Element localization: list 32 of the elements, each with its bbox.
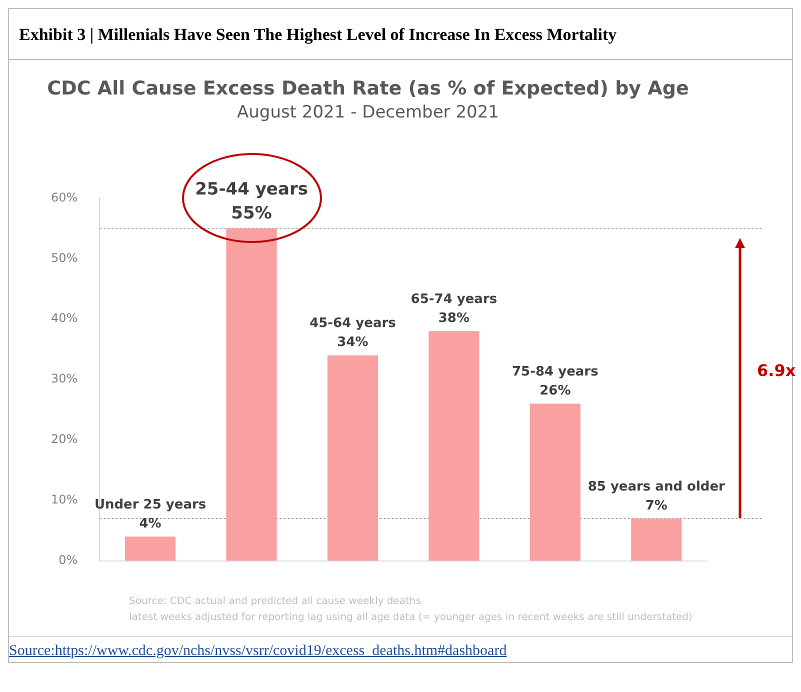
bar bbox=[631, 518, 682, 561]
x-tick-label: Under 25 years bbox=[94, 498, 206, 512]
chart-subtitle: August 2021 - December 2021 bbox=[237, 102, 499, 122]
text: latest weeks adjusted for reporting lag using all age data (= younger ages in recent weeks are still understated) bbox=[129, 611, 694, 625]
bar bbox=[428, 331, 480, 561]
text: Exhibit 3 | Millenials Have Seen The Highest Level of Increase In Excess Mortality bbox=[9, 9, 792, 60]
y-tick-label: 20% bbox=[51, 432, 78, 446]
x-tick-label: 25-44 years bbox=[195, 179, 308, 200]
y-tick-label: 40% bbox=[51, 311, 78, 326]
x-tick-label: 85 years and older bbox=[588, 479, 726, 494]
x-tick-label: 65-74 years bbox=[410, 292, 498, 308]
y-tick-label: 30% bbox=[51, 372, 78, 386]
y-tick-label: 60% bbox=[51, 190, 78, 204]
x-tick-label: 45-64 years bbox=[310, 316, 396, 332]
data-label: 4% bbox=[139, 516, 162, 532]
bar bbox=[226, 228, 277, 561]
source-note: Source: CDC actual and predicted all cause weekly deaths bbox=[129, 595, 422, 609]
data-label: 38% bbox=[438, 311, 470, 326]
source-note: Source:https://www.cdc.gov/nchs/nvss/vsrr/covid19/excess_deaths.htm#dashboard bbox=[9, 642, 508, 661]
annotation: 6.9x bbox=[757, 361, 796, 380]
data-label: 34% bbox=[337, 335, 368, 350]
y-tick-label: 0% bbox=[58, 552, 78, 567]
x-tick-label: 75-84 years bbox=[512, 364, 599, 380]
bar bbox=[124, 536, 176, 561]
y-tick-label: 10% bbox=[51, 492, 78, 506]
y-tick-label: 50% bbox=[51, 250, 78, 265]
data-label: 26% bbox=[540, 384, 571, 399]
bar bbox=[530, 404, 580, 561]
data-label: 55% bbox=[231, 203, 272, 224]
data-label: 7% bbox=[645, 498, 668, 514]
chart-title: CDC All Cause Excess Death Rate (as % of Expected) by Age bbox=[47, 77, 689, 100]
bar bbox=[327, 355, 378, 561]
